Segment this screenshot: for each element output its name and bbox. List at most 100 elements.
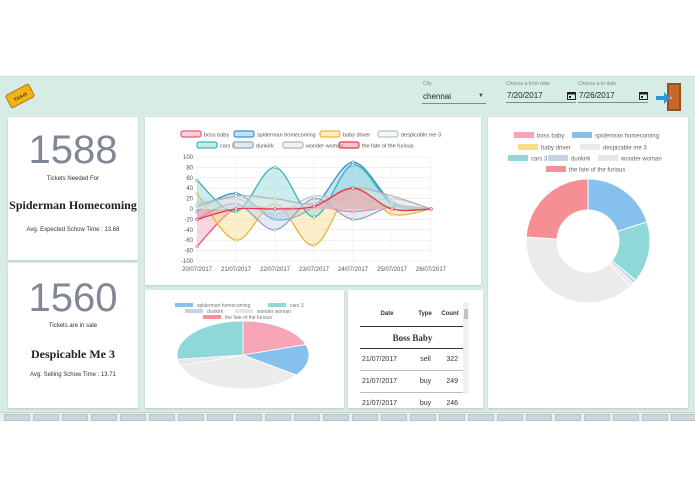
thumbnail[interactable]	[584, 414, 610, 421]
legend-item[interactable]: baby driver	[518, 144, 571, 152]
data-point[interactable]	[312, 204, 316, 208]
data-point[interactable]	[195, 204, 199, 208]
data-point[interactable]	[234, 238, 238, 242]
thumbnail[interactable]	[323, 414, 349, 421]
data-point[interactable]	[312, 194, 316, 198]
legend-item[interactable]: cars 3	[268, 303, 304, 309]
scrollbar-thumb[interactable]	[464, 309, 468, 319]
data-point[interactable]	[312, 196, 316, 201]
city-select[interactable]: chennai	[423, 92, 452, 101]
thumbnail[interactable]	[62, 414, 88, 421]
data-point[interactable]	[234, 209, 238, 214]
chevron-down-icon[interactable]: ▼	[478, 93, 484, 99]
data-point[interactable]	[273, 217, 277, 221]
data-point[interactable]	[429, 207, 433, 211]
data-point[interactable]	[351, 186, 355, 190]
data-point[interactable]	[195, 178, 199, 183]
doughnut-slice[interactable]	[525, 178, 589, 240]
doughnut-slice[interactable]	[525, 236, 632, 304]
legend-item[interactable]: boss baby	[180, 130, 229, 139]
legend-item[interactable]: dunkirk	[185, 309, 224, 315]
pie-slice[interactable]	[179, 354, 298, 390]
thumbnail[interactable]	[410, 414, 436, 421]
calendar-icon[interactable]	[639, 91, 648, 100]
thumbnail[interactable]	[439, 414, 465, 421]
to-date-input[interactable]: 7/26/2017	[579, 91, 615, 100]
data-point[interactable]	[273, 202, 277, 206]
data-point[interactable]	[273, 165, 277, 170]
pie-slice[interactable]	[176, 320, 244, 360]
thumbnail[interactable]	[381, 414, 407, 421]
thumbnail[interactable]	[642, 414, 668, 421]
data-point[interactable]	[351, 163, 355, 167]
legend-item[interactable]: the fate of the furious	[546, 166, 625, 174]
thumbnail[interactable]	[4, 414, 30, 421]
data-point[interactable]	[234, 191, 238, 195]
data-point[interactable]	[234, 202, 238, 206]
legend-item[interactable]: spiderman homecoming	[572, 132, 659, 140]
thumbnail[interactable]	[352, 414, 378, 421]
thumbnail[interactable]	[555, 414, 581, 421]
thumbnail[interactable]	[613, 414, 639, 421]
data-point[interactable]	[351, 202, 355, 206]
legend-item[interactable]: cars 3	[508, 155, 548, 163]
legend-item[interactable]: the fate of the furious	[338, 141, 414, 150]
legend-item[interactable]: dunkirk	[548, 155, 591, 163]
legend-item[interactable]: despicable me 3	[377, 130, 441, 139]
data-point[interactable]	[351, 217, 355, 221]
pie-slice[interactable]	[242, 320, 307, 356]
thumbnail[interactable]	[120, 414, 146, 421]
thumbnail[interactable]	[671, 414, 695, 421]
calendar-icon[interactable]	[567, 91, 576, 100]
data-point[interactable]	[351, 209, 355, 214]
data-point[interactable]	[234, 194, 238, 198]
data-point[interactable]	[195, 191, 199, 195]
thumbnail[interactable]	[526, 414, 552, 421]
data-point[interactable]	[390, 207, 394, 211]
legend-item[interactable]: cars 3	[196, 141, 235, 150]
data-point[interactable]	[234, 207, 238, 211]
legend-item[interactable]: dunkirk	[232, 141, 274, 150]
data-point[interactable]	[312, 215, 316, 219]
thumbnail[interactable]	[91, 414, 117, 421]
legend-item[interactable]: despicable me 3	[580, 144, 647, 152]
thumbnail[interactable]	[178, 414, 204, 421]
tickets-needed-caption: Tickets Needed For	[46, 176, 100, 182]
thumbnail[interactable]	[149, 414, 175, 421]
thumbnail[interactable]	[33, 414, 59, 421]
data-point[interactable]	[195, 217, 199, 221]
legend-item[interactable]: boss baby	[514, 132, 564, 140]
thumbnail[interactable]	[236, 414, 262, 421]
thumbnail[interactable]	[265, 414, 291, 421]
pie-slice[interactable]	[241, 344, 310, 376]
data-point[interactable]	[312, 202, 316, 206]
from-date-input[interactable]: 7/20/2017	[507, 91, 543, 100]
data-point[interactable]	[390, 194, 394, 198]
exit-door-icon[interactable]	[655, 82, 683, 112]
legend-item[interactable]: spiderman homecoming	[233, 130, 316, 139]
tickets-needed-avg: Avg. Expected Schow Time : 13.68	[26, 227, 120, 233]
legend-item[interactable]: baby driver	[319, 130, 370, 139]
legend-label: dunkirk	[256, 144, 274, 150]
thumbnail[interactable]	[294, 414, 320, 421]
x-tick-label: 24/07/2017	[338, 267, 369, 273]
data-point[interactable]	[273, 207, 277, 211]
legend-item[interactable]: the fate of the furious	[203, 315, 272, 321]
thumbnail[interactable]	[468, 414, 494, 421]
legend-item[interactable]: spiderman homecoming	[175, 303, 251, 309]
legend-item[interactable]: wonder woman	[598, 155, 662, 163]
data-point[interactable]	[351, 160, 355, 164]
legend-item[interactable]: wonder woman	[235, 309, 291, 315]
data-point[interactable]	[195, 244, 199, 249]
data-point[interactable]	[390, 212, 394, 216]
legend-item[interactable]: wonder woman	[282, 141, 343, 150]
data-point[interactable]	[312, 243, 316, 247]
doughnut-slice[interactable]	[587, 178, 648, 233]
thumbnail[interactable]	[207, 414, 233, 421]
data-point[interactable]	[195, 209, 199, 214]
thumbnail[interactable]	[497, 414, 523, 421]
table-scrollbar[interactable]	[463, 302, 469, 394]
data-point[interactable]	[273, 212, 277, 216]
data-point[interactable]	[273, 228, 277, 232]
data-point[interactable]	[273, 196, 277, 201]
